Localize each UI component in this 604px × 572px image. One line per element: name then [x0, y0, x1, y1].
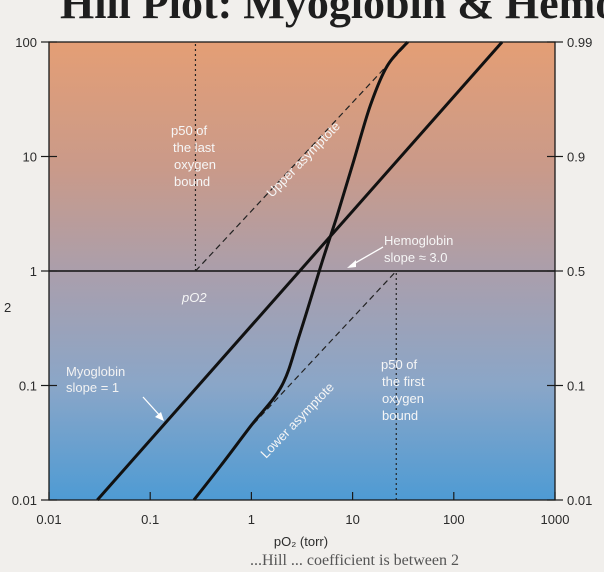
y-axis-partial-label: 2	[4, 300, 11, 315]
hemoglobin-pointer-head	[347, 260, 356, 268]
y-tick-label: 0.01	[12, 493, 37, 508]
y-tick-label: 100	[15, 35, 37, 50]
hemoglobin-annotation: Hemoglobin slope ≈ 3.0	[384, 233, 453, 265]
hemoglobin-slope-label: slope ≈ 3.0	[384, 250, 448, 265]
y2-tick-label: 0.99	[567, 35, 592, 50]
y-tick-label: 1	[30, 264, 37, 279]
lower-asymptote-line	[246, 270, 397, 432]
y-tick-label: 0.1	[19, 379, 37, 394]
p50-first-line1: p50 of	[381, 357, 418, 372]
x-tick-label: 100	[443, 512, 465, 527]
p50-last-line3: oxygen	[174, 157, 216, 172]
y2-tick-label: 0.01	[567, 493, 592, 508]
myoglobin-label: Myoglobin	[66, 364, 125, 379]
banner-title: Hill Plot: Myoglobin & Hemo	[60, 0, 604, 28]
myoglobin-curve	[96, 41, 504, 501]
hemoglobin-label: Hemoglobin	[384, 233, 453, 248]
po2-marker-label: pO2	[181, 290, 207, 305]
hemoglobin-curve	[192, 40, 409, 501]
p50-last-line2: the last	[173, 140, 215, 155]
myoglobin-slope-label: slope = 1	[66, 380, 119, 395]
x-tick-label: 0.01	[36, 512, 61, 527]
x-tick-label: 1000	[541, 512, 570, 527]
x-tick-label: 10	[345, 512, 359, 527]
y2-tick-label: 0.9	[567, 150, 585, 165]
y2-tick-label: 0.5	[567, 264, 585, 279]
y2-tick-label: 0.1	[567, 379, 585, 394]
myoglobin-pointer-head	[155, 412, 164, 421]
x-axis-title: pO₂ (torr)	[274, 534, 328, 549]
myoglobin-annotation: Myoglobin slope = 1	[66, 364, 125, 395]
y-tick-label: 10	[23, 150, 37, 165]
upper-asymptote-line	[195, 41, 410, 272]
p50-last-annotation: p50 of the last oxygen bound	[171, 123, 216, 189]
x-tick-label: 1	[248, 512, 255, 527]
axis-ticks: 0.01 0.1 1 10 100 1000 0.01 0.1 1 10 100 0.01 0.1 0.5…	[12, 35, 593, 527]
p50-first-line4: bound	[382, 408, 418, 423]
p50-first-line2: the first	[382, 374, 425, 389]
p50-first-line3: oxygen	[382, 391, 424, 406]
footer-text: ...Hill ... coefficient is between 2	[250, 552, 459, 567]
p50-last-line4: bound	[174, 174, 210, 189]
p50-last-line1: p50 of	[171, 123, 208, 138]
x-tick-label: 0.1	[141, 512, 159, 527]
p50-first-annotation: p50 of the first oxygen bound	[381, 357, 425, 423]
